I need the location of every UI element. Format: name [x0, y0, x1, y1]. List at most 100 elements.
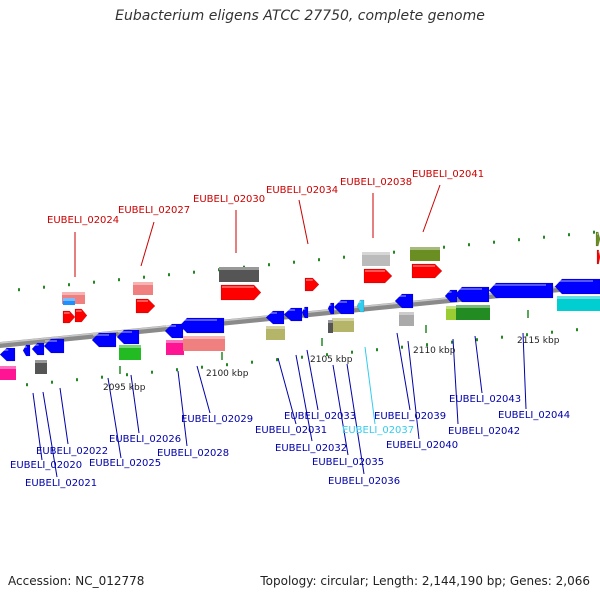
track-dot [126, 373, 128, 377]
track-dot [251, 360, 253, 364]
reverse-gene-arrow [327, 302, 335, 315]
reverse-gene-label: EUBELI_02021 [25, 478, 97, 489]
reverse-label-leader [42, 391, 58, 478]
reverse-gene-box [0, 366, 16, 380]
reverse-gene-label: EUBELI_02022 [36, 446, 108, 457]
forward-gene-box-shine [219, 267, 259, 270]
reverse-gene-label: EUBELI_02037 [342, 425, 414, 436]
forward-label-leader [140, 221, 155, 267]
reverse-gene-arrow [356, 299, 365, 313]
reverse-label-leader [522, 332, 527, 410]
reverse-gene-box [446, 306, 458, 320]
forward-gene-box [133, 282, 153, 295]
forward-gene-arrow [411, 263, 443, 279]
reverse-gene-arrow [265, 310, 285, 325]
forward-gene-label: EUBELI_02027 [118, 205, 190, 216]
reverse-gene-label: EUBELI_02033 [284, 411, 356, 422]
forward-gene-label: EUBELI_02030 [193, 194, 265, 205]
reverse-gene-arrow [31, 342, 45, 356]
reverse-gene-label: EUBELI_02044 [498, 410, 570, 421]
reverse-gene-box-shine [557, 296, 600, 299]
reverse-gene-arrow [333, 299, 355, 315]
reverse-gene-arrow [116, 329, 140, 345]
reverse-label-leader [130, 374, 140, 434]
reverse-gene-box [557, 296, 600, 311]
reverse-gene-label: EUBELI_02039 [374, 411, 446, 422]
forward-gene-arrow [363, 268, 393, 284]
reverse-gene-box [266, 326, 285, 340]
track-dot [268, 263, 270, 267]
reverse-gene-arrow [554, 278, 600, 295]
reverse-gene-box-shine [119, 345, 141, 348]
reverse-gene-box [328, 320, 333, 333]
reverse-gene-label: EUBELI_02036 [328, 476, 400, 487]
track-dot [543, 235, 545, 239]
reverse-gene-arrow [454, 286, 490, 303]
track-dot [18, 288, 20, 292]
reverse-label-leader [407, 340, 420, 440]
scale-tick-label: 2105 kbp [310, 355, 353, 365]
track-dot [76, 378, 78, 382]
track-dot [318, 258, 320, 262]
forward-gene-arrow [304, 277, 320, 292]
reverse-label-leader [196, 365, 211, 414]
reverse-gene-box [456, 305, 490, 320]
track-dot [376, 348, 378, 352]
forward-gene-arrow [74, 308, 88, 323]
reverse-gene-label: EUBELI_02031 [255, 425, 327, 436]
forward-gene-box [362, 252, 390, 266]
forward-gene-box-shine [133, 282, 153, 285]
track-dot [176, 368, 178, 372]
reverse-label-leader [474, 335, 483, 394]
reverse-label-leader [59, 387, 69, 445]
reverse-label-leader [107, 377, 122, 459]
genome-title: Eubacterium eligens ATCC 27750, complete… [115, 8, 485, 24]
reverse-gene-box [183, 336, 225, 351]
reverse-gene-label: EUBELI_02020 [10, 460, 82, 471]
track-dot [151, 370, 153, 374]
reverse-label-leader [346, 363, 365, 475]
reverse-gene-arrow [444, 289, 458, 303]
reverse-gene-box-shine [332, 318, 354, 321]
reverse-gene-arrow [179, 317, 225, 334]
reverse-label-leader [306, 349, 319, 411]
forward-gene-label: EUBELI_02024 [47, 215, 119, 226]
track-dot [201, 365, 203, 369]
track-dot [293, 260, 295, 264]
reverse-gene-box-shine [456, 305, 490, 308]
track-dot [451, 340, 453, 344]
forward-gene-label: EUBELI_02038 [340, 177, 412, 188]
forward-label-leader [422, 184, 441, 233]
reverse-gene-arrow [164, 323, 184, 339]
reverse-label-leader [277, 357, 297, 425]
track-dot [168, 273, 170, 277]
reverse-gene-label: EUBELI_02025 [89, 458, 161, 469]
track-dot [143, 275, 145, 279]
track-dot [43, 285, 45, 289]
track-dot [468, 243, 470, 247]
accession-text: Accession: NC_012778 [8, 574, 145, 588]
reverse-gene-label: EUBELI_02042 [448, 426, 520, 437]
track-dot [276, 358, 278, 362]
forward-gene-box-shine [63, 298, 75, 301]
forward-gene-box-shine [62, 292, 85, 295]
track-dot [526, 333, 528, 337]
reverse-gene-box-shine [166, 340, 184, 343]
forward-gene-arrow [135, 298, 156, 314]
track-dot [476, 338, 478, 342]
reverse-gene-box [119, 345, 141, 360]
track-dot [51, 380, 53, 384]
forward-gene-arrow [220, 284, 262, 301]
reverse-gene-box-shine [328, 320, 333, 323]
reverse-label-leader [32, 392, 43, 461]
reverse-gene-box [332, 318, 354, 332]
reverse-gene-box-shine [0, 366, 16, 369]
reverse-label-leader [177, 370, 188, 447]
reverse-gene-box [35, 360, 47, 374]
reverse-gene-arrow [0, 347, 16, 362]
track-dot [393, 250, 395, 254]
track-dot [443, 245, 445, 249]
reverse-gene-box-shine [35, 360, 47, 363]
reverse-gene-label: EUBELI_02026 [109, 434, 181, 445]
track-dot [568, 233, 570, 237]
